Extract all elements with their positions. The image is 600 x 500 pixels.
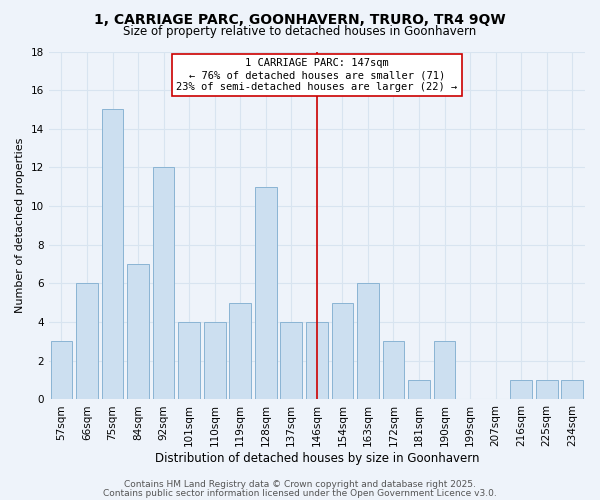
Y-axis label: Number of detached properties: Number of detached properties [15, 138, 25, 313]
Bar [101, 110, 124, 400]
Bar [332, 303, 353, 400]
Bar [76, 284, 98, 400]
Bar [562, 380, 583, 400]
Text: 1 CARRIAGE PARC: 147sqm
← 76% of detached houses are smaller (71)
23% of semi-de: 1 CARRIAGE PARC: 147sqm ← 76% of detache… [176, 58, 457, 92]
Bar [280, 322, 302, 400]
X-axis label: Distribution of detached houses by size in Goonhavern: Distribution of detached houses by size … [155, 452, 479, 465]
Bar [434, 342, 455, 400]
Bar [153, 168, 175, 400]
Bar [408, 380, 430, 400]
Text: 1, CARRIAGE PARC, GOONHAVERN, TRURO, TR4 9QW: 1, CARRIAGE PARC, GOONHAVERN, TRURO, TR4… [94, 12, 506, 26]
Bar [50, 342, 72, 400]
Bar [178, 322, 200, 400]
Bar [510, 380, 532, 400]
Bar [357, 284, 379, 400]
Bar [255, 187, 277, 400]
Bar [204, 322, 226, 400]
Bar [229, 303, 251, 400]
Bar [306, 322, 328, 400]
Bar [383, 342, 404, 400]
Text: Size of property relative to detached houses in Goonhavern: Size of property relative to detached ho… [124, 25, 476, 38]
Text: Contains public sector information licensed under the Open Government Licence v3: Contains public sector information licen… [103, 489, 497, 498]
Bar [536, 380, 557, 400]
Bar [127, 264, 149, 400]
Text: Contains HM Land Registry data © Crown copyright and database right 2025.: Contains HM Land Registry data © Crown c… [124, 480, 476, 489]
